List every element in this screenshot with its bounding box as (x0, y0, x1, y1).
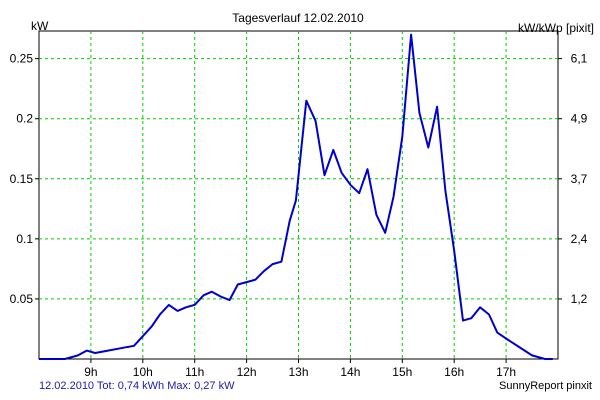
y2-tick-label: 4,9 (571, 112, 588, 126)
x-tick-label: 11h (185, 365, 204, 379)
x-tick-label: 10h (133, 365, 153, 379)
series-line (39, 33, 553, 360)
x-tick-label: 9h (84, 365, 97, 379)
y2-tick-label: 1,2 (571, 292, 588, 306)
x-tick-label: 14h (340, 365, 360, 379)
footer-brand: SunnyReport pinxit (499, 380, 592, 392)
x-tick-label: 17h (496, 365, 516, 379)
y-tick-label: 0.25 (10, 52, 34, 66)
y-tick-label: 0.1 (16, 232, 33, 246)
x-tick-label: 15h (392, 365, 412, 379)
x-tick-label: 13h (288, 365, 308, 379)
y2-tick-label: 6,1 (571, 52, 588, 66)
x-tick-label: 16h (444, 365, 464, 379)
y-axis-label: kW (31, 19, 49, 33)
y-axis-ticks: 0.05 0.1 0.15 0.2 0.25 (10, 52, 39, 306)
y-tick-label: 0.2 (16, 112, 33, 126)
y2-tick-label: 3,7 (571, 172, 588, 186)
chart-title: Tagesverlauf 12.02.2010 (232, 11, 364, 25)
footer-summary: 12.02.2010 Tot: 0,74 kWh Max: 0,27 kW (39, 380, 235, 392)
y2-tick-label: 2,4 (571, 232, 588, 246)
x-tick-label: 12h (237, 365, 257, 379)
y2-axis-label: kW/kWp [pixit] (518, 21, 594, 35)
y-tick-label: 0.15 (10, 172, 34, 186)
y2-axis-ticks: 1,2 2,4 3,7 4,9 6,1 (558, 52, 588, 306)
x-axis-ticks: 9h 10h 11h 12h 13h 14h 15h 16h 17h (84, 359, 516, 379)
y-tick-label: 0.05 (10, 292, 34, 306)
